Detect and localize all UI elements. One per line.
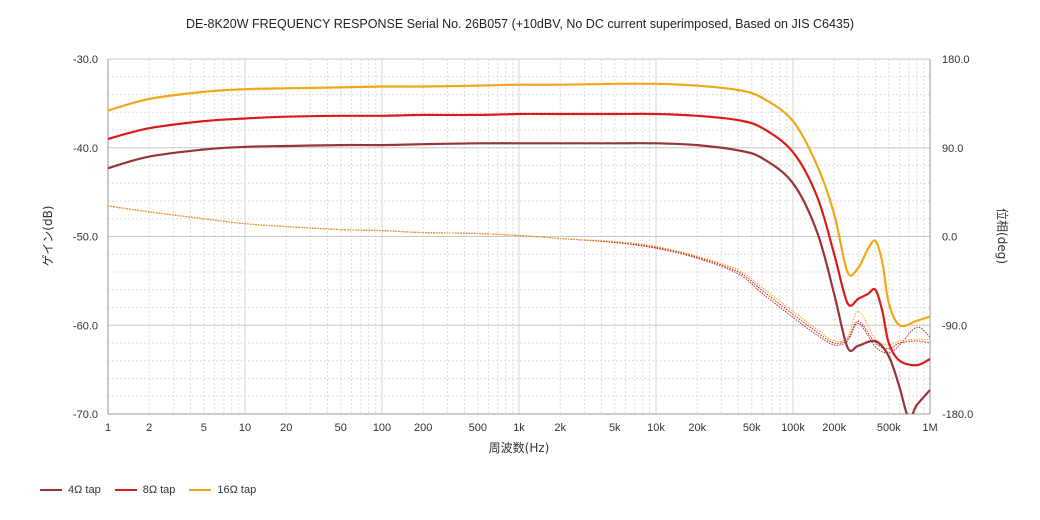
- x-tick-label: 20k: [688, 422, 706, 434]
- x-tick-label: 1M: [922, 422, 937, 434]
- x-tick-label: 50: [335, 422, 347, 434]
- y-tick-label: -50.0: [73, 232, 98, 244]
- 8ohm-tap-line: [108, 112, 930, 367]
- x-tick-label: 500k: [877, 422, 901, 434]
- y2-tick-label: 180.0: [942, 54, 970, 66]
- x-tick-label: 2: [146, 422, 152, 434]
- y-tick-label: -40.0: [73, 143, 98, 155]
- x-tick-label: 200: [414, 422, 432, 434]
- y2-tick-label: 90.0: [942, 143, 963, 155]
- series-lines: [108, 82, 930, 414]
- legend-item-4ohm: 4Ω tap: [40, 484, 101, 496]
- x-tick-label: 20: [280, 422, 292, 434]
- 4ohm-tap-line: [108, 142, 930, 414]
- legend: 4Ω tap 8Ω tap 16Ω tap: [40, 484, 256, 496]
- grid: [107, 58, 930, 415]
- y2-axis-label: 位相(deg): [995, 208, 1010, 264]
- legend-item-8ohm: 8Ω tap: [114, 484, 176, 496]
- x-tick-label: 10k: [647, 422, 665, 434]
- 16ohm-tap-phase-line: [108, 205, 930, 346]
- x-tick-label: 100k: [781, 422, 805, 434]
- chart-title: DE-8K20W FREQUENCY RESPONSE Serial No. 2…: [185, 17, 854, 31]
- y-tick-label: -70.0: [73, 409, 98, 421]
- legend-label-16ohm: 16Ω tap: [217, 484, 257, 496]
- x-axis-label: 周波数(Hz): [489, 440, 550, 455]
- y2-tick-label: -90.0: [942, 320, 967, 332]
- y-axis-label: ゲイン(dB): [41, 206, 55, 267]
- x-tick-label: 50k: [743, 422, 761, 434]
- x-tick-label: 200k: [822, 422, 846, 434]
- x-tick-label: 100: [373, 422, 391, 434]
- y-tick-label: -60.0: [73, 320, 98, 332]
- x-tick-label: 10: [239, 422, 251, 434]
- legend-swatch-4ohm: [40, 489, 62, 491]
- legend-label-4ohm: 4Ω tap: [68, 484, 101, 496]
- tick-labels: 1 2 5 10 20 50 100 200 500 1k 2k 5k 10k 20k 50k 100k 200…: [73, 54, 973, 434]
- legend-swatch-8ohm: [114, 489, 137, 491]
- y2-tick-label: -180.0: [942, 409, 973, 421]
- axes: [107, 59, 931, 415]
- 16ohm-tap-line: [108, 82, 930, 328]
- x-tick-label: 2k: [554, 422, 566, 434]
- legend-swatch-16ohm: [189, 489, 212, 491]
- y-tick-label: -30.0: [73, 54, 98, 66]
- x-tick-label: 5k: [609, 422, 621, 434]
- x-tick-label: 1k: [513, 422, 525, 434]
- legend-label-8ohm: 8Ω tap: [142, 484, 176, 496]
- x-tick-label: 500: [469, 422, 487, 434]
- x-tick-label: 5: [201, 422, 207, 434]
- x-tick-label: 1: [105, 422, 111, 434]
- y2-tick-label: 0.0: [942, 232, 957, 244]
- legend-item-16ohm: 16Ω tap: [189, 484, 256, 496]
